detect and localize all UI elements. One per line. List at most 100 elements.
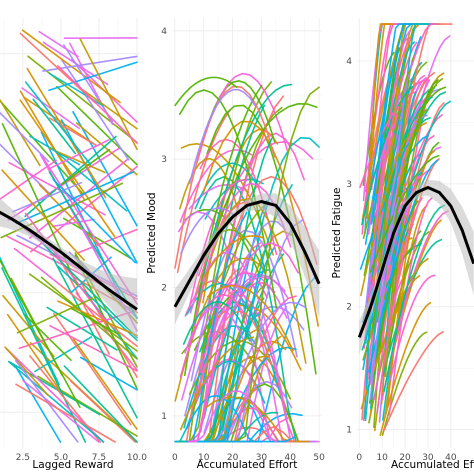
panel-predicted-fatigue: 0 10 20 30 40 1 2 3 4 Accumulated Effort Predicted… — [331, 18, 474, 471]
participant-line — [19, 99, 116, 238]
participant-line — [1, 169, 85, 261]
average-curve — [357, 185, 474, 338]
participant-line — [383, 331, 444, 432]
y-tick-label: 3 — [346, 180, 352, 190]
participant-line — [32, 98, 77, 155]
average-curve — [173, 200, 321, 308]
average-curve — [0, 210, 138, 311]
participant-line — [2, 294, 55, 358]
participant-line — [18, 310, 135, 350]
participant-line — [384, 84, 438, 378]
participant-line — [386, 62, 413, 282]
participant-line — [71, 307, 119, 335]
participant-line — [201, 204, 266, 353]
participant-line — [368, 115, 421, 380]
participant-line — [183, 325, 257, 429]
participant-line — [204, 235, 264, 277]
x-tick-label: 40 — [285, 453, 297, 463]
participant-line — [184, 306, 245, 354]
participant-line — [361, 85, 414, 226]
x-tick-label: 20 — [399, 453, 411, 463]
individual-lines — [359, 23, 453, 436]
participant-line — [184, 285, 259, 417]
participant-line — [188, 390, 278, 443]
x-tick-label: 10 — [376, 453, 388, 463]
participant-line — [200, 282, 276, 426]
participant-line — [16, 297, 94, 334]
confidence-band — [174, 193, 320, 325]
participant-line — [79, 38, 138, 151]
participant-line — [388, 230, 422, 349]
participant-line — [180, 207, 235, 255]
participant-line — [24, 81, 92, 166]
x-tick-label: 50 — [313, 453, 325, 463]
participant-line — [174, 76, 238, 107]
participant-line — [58, 149, 110, 187]
participant-line — [48, 147, 106, 174]
participant-line — [182, 300, 251, 345]
participant-line — [0, 111, 50, 163]
participant-line — [0, 98, 41, 167]
participant-line — [179, 336, 255, 431]
x-tick-label: 10.0 — [127, 453, 147, 463]
participant-line — [0, 159, 57, 201]
x-tick-label: 20 — [227, 453, 239, 463]
participant-line — [59, 284, 138, 348]
participant-line — [190, 229, 298, 382]
participant-line — [53, 312, 132, 426]
participant-line — [69, 380, 136, 443]
participant-line — [52, 257, 138, 419]
participant-line — [13, 247, 61, 286]
participant-line — [72, 111, 138, 227]
participant-line — [187, 242, 299, 443]
x-tick-label: 5.0 — [54, 453, 69, 463]
participant-line — [57, 65, 138, 144]
participant-line — [52, 218, 95, 228]
y-tick-label: 4 — [161, 27, 167, 37]
participant-line — [174, 85, 276, 269]
participant-line — [388, 197, 433, 416]
participant-line — [23, 313, 72, 361]
participant-line — [376, 197, 423, 414]
participant-line — [15, 359, 79, 443]
x-tick-label: 0 — [356, 453, 362, 463]
participant-line — [383, 204, 446, 392]
y-tick-label: 4 — [346, 57, 352, 67]
participant-line — [63, 365, 138, 443]
individual-lines — [0, 29, 138, 443]
participant-line — [179, 293, 245, 378]
participant-line — [30, 165, 138, 253]
x-axis-title: Accumulated Effort — [197, 459, 298, 471]
x-tick-label: 10 — [198, 453, 210, 463]
participant-line — [195, 276, 286, 395]
x-tick-label: 0 — [172, 453, 178, 463]
participant-line — [207, 285, 294, 352]
participant-line — [57, 300, 138, 337]
participant-line — [368, 159, 438, 373]
participant-line — [72, 338, 138, 430]
participant-line — [206, 355, 271, 443]
participant-line — [14, 365, 62, 443]
participant-line — [28, 158, 128, 239]
participant-line — [75, 122, 138, 176]
participant-line — [379, 301, 432, 436]
x-tick-label: 30 — [422, 453, 434, 463]
participant-line — [373, 105, 400, 290]
y-axis-title: Predicted Mood — [146, 192, 158, 273]
y-tick-label: 3 — [161, 155, 167, 165]
x-tick-label: 40 — [445, 453, 457, 463]
participant-line — [52, 178, 136, 264]
x-tick-label: 2.5 — [16, 453, 30, 463]
participant-line — [57, 265, 138, 342]
participant-line — [202, 102, 318, 273]
participant-line — [4, 346, 49, 397]
participant-line — [206, 175, 318, 351]
participant-line — [77, 228, 138, 254]
y-axis-title: Predicted Fatigue — [331, 188, 343, 279]
participant-line — [197, 104, 266, 397]
participant-line — [63, 44, 114, 123]
participant-line — [7, 147, 120, 221]
participant-line — [15, 171, 135, 225]
participant-line — [364, 143, 410, 422]
participant-line — [82, 89, 138, 130]
